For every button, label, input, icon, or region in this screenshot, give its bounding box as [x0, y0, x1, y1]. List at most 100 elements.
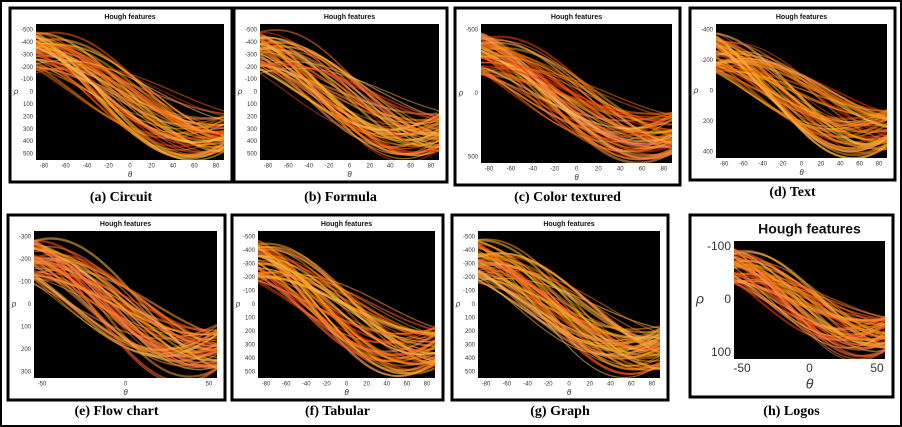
y-tick-label: 500	[468, 155, 479, 161]
x-tick-label: -20	[104, 164, 113, 170]
y-tick-label: -200	[701, 58, 714, 64]
y-tick-label: -400	[701, 28, 714, 34]
y-axis-label: ρ	[235, 300, 241, 309]
panel-title: Hough features	[324, 14, 375, 21]
y-axis-label: ρ	[693, 86, 699, 95]
x-tick-label: 60	[404, 382, 411, 388]
x-tick-label: -80	[262, 382, 271, 388]
page: {"panels": [ {"title": "Hough features",…	[0, 0, 902, 427]
y-tick-label: 400	[245, 356, 256, 362]
y-tick-label: -100	[245, 77, 258, 83]
y-tick-label: -200	[19, 257, 32, 263]
x-tick-label: 50	[870, 361, 884, 375]
x-tick-label: -80	[40, 164, 49, 170]
x-tick-label: 40	[607, 382, 614, 388]
x-tick-label: -40	[83, 164, 92, 170]
x-tick-label: -60	[502, 382, 511, 388]
y-tick-label: -500	[245, 28, 258, 34]
x-tick-label: -20	[544, 382, 553, 388]
y-tick-label: -400	[21, 40, 34, 46]
x-axis-label: θ	[344, 388, 349, 397]
y-tick-label: -200	[21, 65, 34, 71]
x-tick-label: 20	[363, 382, 370, 388]
x-tick-label: -50	[733, 361, 751, 375]
x-axis-label: θ	[567, 388, 572, 397]
y-axis-label: ρ	[237, 87, 243, 96]
y-axis-label: ρ	[695, 291, 704, 307]
y-tick-label: 500	[23, 152, 34, 158]
y-tick-label: -200	[463, 275, 476, 281]
y-tick-label: 400	[247, 139, 258, 145]
x-tick-label: 60	[856, 162, 863, 168]
y-tick-label: 200	[245, 329, 256, 335]
x-tick-label: -40	[523, 382, 532, 388]
y-tick-label: 100	[245, 316, 256, 322]
x-tick-label: 80	[213, 164, 220, 170]
x-tick-label: 60	[639, 167, 646, 173]
y-tick-label: -500	[463, 235, 476, 241]
y-tick-label: 400	[465, 356, 476, 362]
x-axis-label: θ	[799, 168, 804, 177]
x-tick-label: -40	[302, 382, 311, 388]
panel-title: Hough features	[776, 14, 827, 21]
caption: (g) Graph	[530, 404, 590, 419]
x-tick-label: 60	[191, 164, 198, 170]
y-tick-label: 100	[247, 102, 258, 108]
x-tick-label: 80	[424, 382, 431, 388]
x-axis-label: θ	[347, 170, 352, 179]
x-tick-label: 80	[649, 382, 656, 388]
y-tick-label: 200	[703, 119, 714, 125]
x-tick-label: -20	[325, 164, 334, 170]
x-tick-label: 0	[806, 361, 813, 375]
y-tick-label: -500	[466, 28, 479, 34]
y-tick-label: 200	[23, 114, 34, 120]
panel-title: Hough features	[321, 221, 372, 228]
x-tick-label: -40	[758, 162, 767, 168]
y-tick-label: -400	[245, 40, 258, 46]
y-tick-label: 300	[23, 127, 34, 133]
x-tick-label: -80	[482, 382, 491, 388]
x-tick-label: -80	[485, 167, 494, 173]
x-axis-label: θ	[806, 376, 814, 392]
x-tick-label: -80	[264, 164, 273, 170]
x-tick-label: 40	[837, 162, 844, 168]
y-tick-label: 300	[21, 370, 32, 376]
x-tick-label: -60	[284, 164, 293, 170]
x-tick-label: 20	[818, 162, 825, 168]
x-tick-label: 80	[428, 164, 435, 170]
x-tick-label: 20	[586, 382, 593, 388]
x-tick-label: 40	[387, 164, 394, 170]
x-tick-label: 40	[383, 382, 390, 388]
x-tick-label: -60	[739, 162, 748, 168]
y-tick-label: 100	[23, 102, 34, 108]
panel-title: Hough features	[551, 14, 602, 21]
caption: (a) Circuit	[90, 190, 153, 205]
y-tick-label: 400	[23, 139, 34, 145]
y-tick-label: -200	[243, 275, 256, 281]
x-tick-label: 20	[367, 164, 374, 170]
y-tick-label: 0	[724, 292, 731, 306]
y-tick-label: 400	[703, 150, 714, 156]
panel-title: Hough features	[100, 221, 151, 228]
x-tick-label: 20	[148, 164, 155, 170]
y-tick-label: -100	[463, 289, 476, 295]
x-tick-label: 50	[206, 382, 213, 388]
figure: Hough features-500-400-300-200-100010020…	[0, 0, 902, 427]
y-tick-label: -300	[21, 52, 34, 58]
y-tick-label: -300	[245, 52, 258, 58]
y-tick-label: 200	[21, 347, 32, 353]
y-tick-label: 300	[247, 127, 258, 133]
panel-title: Hough features	[104, 14, 155, 21]
x-tick-label: 60	[407, 164, 414, 170]
y-tick-label: -100	[707, 239, 731, 253]
y-tick-label: 200	[465, 329, 476, 335]
x-tick-label: -60	[507, 167, 516, 173]
y-axis-label: ρ	[11, 300, 17, 309]
x-tick-label: 20	[595, 167, 602, 173]
y-tick-label: -400	[463, 248, 476, 254]
caption: (e) Flow chart	[75, 404, 159, 419]
y-tick-label: -100	[19, 280, 32, 286]
y-tick-label: -300	[243, 262, 256, 268]
y-tick-label: 100	[711, 345, 731, 359]
caption: (b) Formula	[304, 190, 377, 205]
